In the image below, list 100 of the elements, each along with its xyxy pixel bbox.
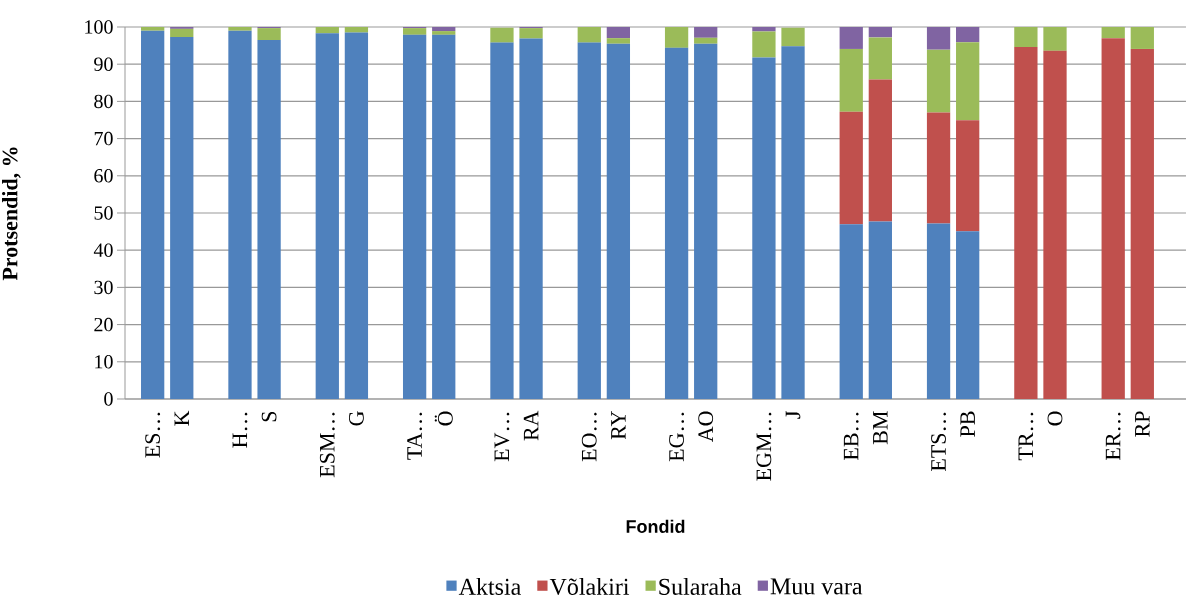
x-tick-label: RY <box>611 411 626 440</box>
x-tick-label: S <box>261 411 277 422</box>
y-tick-label: 80 <box>94 94 113 109</box>
legend-label: Muu vara <box>770 578 863 595</box>
y-axis-title: Protsendid, % <box>2 147 21 281</box>
bar <box>432 34 456 399</box>
bar <box>1130 48 1154 399</box>
bar <box>752 31 776 58</box>
bar <box>956 26 980 43</box>
x-tick-label: EG… <box>669 412 685 462</box>
x-tick-label: TA… <box>407 412 423 460</box>
x-tick-label: O <box>1047 411 1063 426</box>
x-tick-label: H… <box>232 412 248 448</box>
bar <box>1101 26 1125 39</box>
bar <box>664 47 689 399</box>
bar <box>781 46 805 399</box>
legend-label: Sularaha <box>659 578 742 595</box>
bar <box>344 32 369 399</box>
bar <box>257 40 281 399</box>
y-tick-label: 0 <box>104 392 113 406</box>
x-tick-label: EV… <box>494 412 510 462</box>
bar <box>868 79 892 222</box>
bar <box>606 26 631 39</box>
y-tick-label: 100 <box>85 20 113 34</box>
bar <box>228 30 252 399</box>
bar <box>839 224 863 399</box>
bar <box>839 48 863 112</box>
x-tick-label: TR… <box>1018 412 1034 461</box>
y-tick-label: 90 <box>94 57 113 71</box>
bar <box>839 111 863 225</box>
x-tick-label: ESM… <box>319 412 335 478</box>
x-tick-label: J <box>785 410 801 419</box>
bar <box>1014 47 1038 399</box>
bar <box>315 26 339 34</box>
x-tick-label: RA <box>523 410 539 441</box>
x-tick-label: ES… <box>145 412 161 458</box>
x-tick-label: EGM… <box>756 412 772 481</box>
y-tick-label: 10 <box>95 355 113 369</box>
y-tick-label: 70 <box>94 131 113 146</box>
bar <box>868 26 892 38</box>
bar <box>402 34 427 399</box>
y-tick-label: 30 <box>94 280 113 295</box>
bar <box>606 38 631 44</box>
bar <box>490 27 514 43</box>
y-tick-label: 50 <box>94 206 113 220</box>
bar <box>1043 26 1067 51</box>
x-axis-title: Fondid <box>626 519 685 533</box>
bar <box>228 26 252 31</box>
x-tick-label: RP <box>1135 411 1150 437</box>
bar <box>432 26 456 32</box>
y-tick-label: 40 <box>93 243 113 257</box>
legend-label: Võlakiri <box>549 578 630 596</box>
bar <box>1043 50 1067 399</box>
bar <box>141 26 165 31</box>
bar <box>606 43 631 399</box>
bar <box>956 42 980 121</box>
bar <box>519 38 543 399</box>
x-tick-label: EO… <box>581 412 597 462</box>
bar <box>1130 26 1154 49</box>
bar <box>926 26 951 50</box>
bar <box>577 42 601 399</box>
x-tick-label: AO <box>698 411 714 443</box>
bar <box>315 33 339 399</box>
bar <box>141 30 165 399</box>
x-tick-label: ER… <box>1105 412 1121 461</box>
x-tick-label: K <box>174 410 189 426</box>
bar <box>926 49 951 113</box>
bar <box>956 231 980 399</box>
bar <box>694 37 718 44</box>
bar <box>956 120 980 232</box>
x-tick-label: G <box>349 411 364 426</box>
bar <box>926 223 951 399</box>
x-tick-label: EB… <box>843 412 859 461</box>
bar <box>577 26 601 43</box>
bar <box>402 28 427 35</box>
bar <box>694 26 718 38</box>
bar <box>926 112 951 224</box>
x-tick-label: BM <box>873 411 888 445</box>
bar <box>170 28 194 38</box>
bar <box>1014 26 1038 48</box>
bar <box>868 37 892 80</box>
bar <box>664 26 689 48</box>
bar <box>752 57 776 399</box>
bar <box>868 221 892 399</box>
x-tick-label: ETS… <box>931 412 946 472</box>
bar <box>519 28 543 39</box>
bar <box>1101 38 1125 399</box>
bar <box>170 37 194 399</box>
y-tick-label: 20 <box>94 317 113 332</box>
bar <box>344 26 369 33</box>
bar <box>694 43 718 399</box>
x-tick-label: Ö <box>434 411 453 426</box>
legend-label: Aktsia <box>458 578 521 595</box>
y-tick-label: 60 <box>94 169 113 183</box>
bar <box>490 42 514 399</box>
bar <box>752 26 776 32</box>
x-tick-label: PB <box>960 411 975 437</box>
bar <box>257 28 281 41</box>
bar <box>781 27 805 47</box>
bar <box>432 31 456 35</box>
